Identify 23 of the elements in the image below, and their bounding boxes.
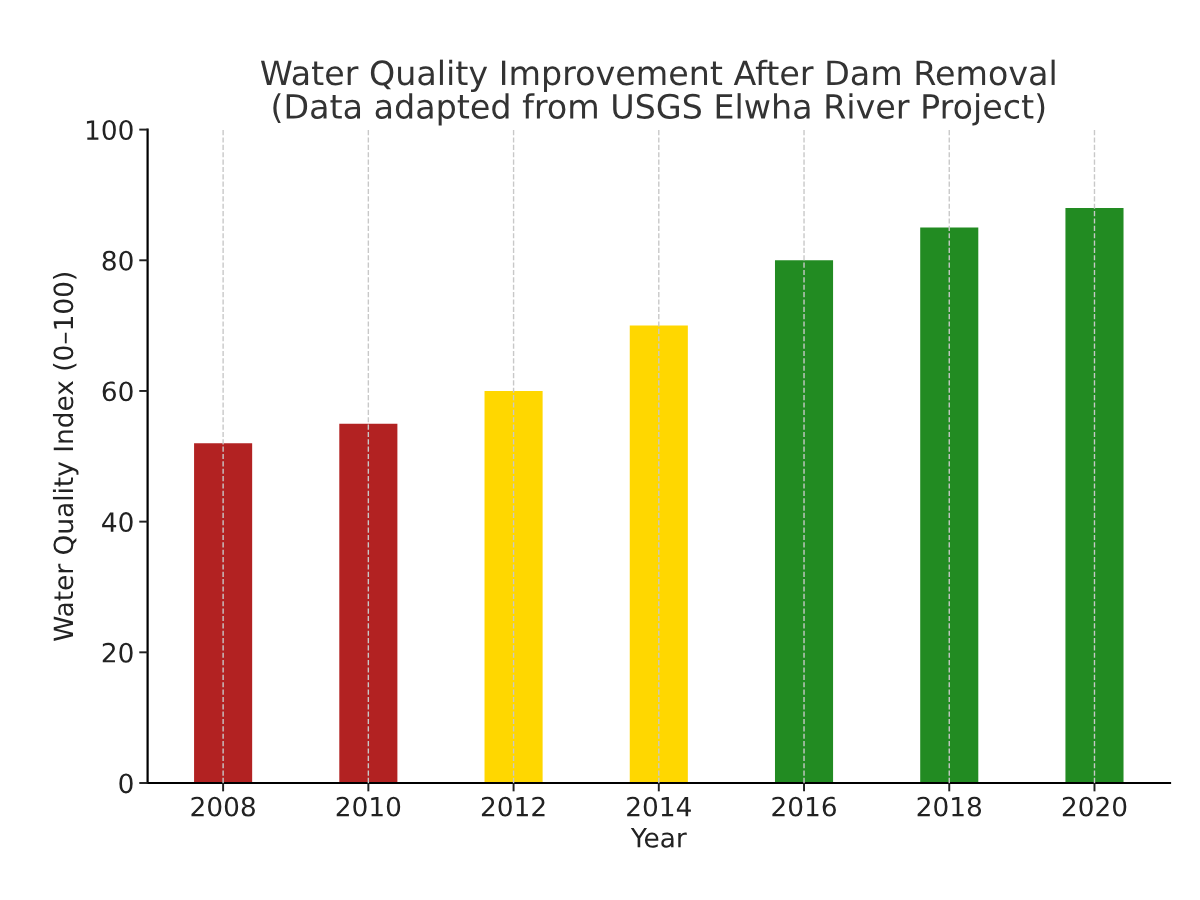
bar <box>484 390 543 783</box>
chart-title: Water Quality Improvement After Dam Removal (Data adapted from USGS Elwha River Project) <box>260 59 1055 126</box>
bar <box>629 325 688 783</box>
y-tick-label: 40 <box>102 512 133 533</box>
x-tick-label: 2020 <box>1062 796 1127 817</box>
y-tick-label: 80 <box>102 250 133 271</box>
y-tick-label: 100 <box>86 120 133 140</box>
bar <box>1065 208 1124 783</box>
x-tick-label: 2014 <box>627 796 691 817</box>
bar <box>774 260 834 783</box>
x-tick-label: 2012 <box>481 796 545 817</box>
x-tick-label: 2008 <box>191 796 255 817</box>
y-tick-label: 20 <box>102 642 133 663</box>
x-axis-title: Year <box>630 828 687 848</box>
y-tick-label: 0 <box>119 773 133 794</box>
bar <box>920 227 979 783</box>
y-tick-label: 60 <box>102 381 133 402</box>
y-axis-title: Water Quality Index (0–100) <box>52 273 79 641</box>
x-tick-label: 2018 <box>917 796 982 817</box>
x-tick-label: 2010 <box>336 796 401 817</box>
bar <box>339 423 398 783</box>
x-tick-label: 2016 <box>772 796 836 817</box>
bar <box>194 443 253 783</box>
